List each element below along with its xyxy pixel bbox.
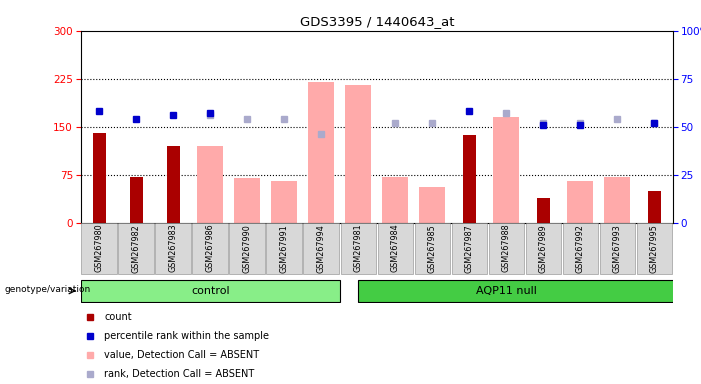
Text: count: count [104, 312, 132, 322]
Bar [167, 146, 179, 223]
FancyBboxPatch shape [563, 223, 598, 274]
FancyBboxPatch shape [341, 223, 376, 274]
Bar [271, 181, 297, 223]
FancyBboxPatch shape [526, 223, 562, 274]
Text: GSM267995: GSM267995 [650, 224, 659, 273]
Bar [308, 82, 334, 223]
Text: GSM267992: GSM267992 [576, 224, 585, 273]
Text: GSM267989: GSM267989 [539, 224, 548, 273]
Text: value, Detection Call = ABSENT: value, Detection Call = ABSENT [104, 350, 259, 360]
Title: GDS3395 / 1440643_at: GDS3395 / 1440643_at [299, 15, 454, 28]
FancyBboxPatch shape [118, 223, 154, 274]
Text: AQP11 null: AQP11 null [476, 286, 537, 296]
FancyBboxPatch shape [451, 223, 487, 274]
FancyBboxPatch shape [414, 223, 450, 274]
Text: GSM267985: GSM267985 [428, 224, 437, 273]
Bar [93, 133, 106, 223]
Bar [537, 199, 550, 223]
FancyBboxPatch shape [229, 223, 265, 274]
Text: GSM267981: GSM267981 [354, 224, 363, 272]
FancyBboxPatch shape [81, 223, 117, 274]
Text: control: control [191, 286, 229, 296]
Text: rank, Detection Call = ABSENT: rank, Detection Call = ABSENT [104, 369, 254, 379]
FancyBboxPatch shape [266, 223, 302, 274]
FancyBboxPatch shape [489, 223, 524, 274]
Text: GSM267991: GSM267991 [280, 224, 289, 273]
Bar [234, 178, 260, 223]
Bar [197, 146, 223, 223]
Text: genotype/variation: genotype/variation [4, 285, 90, 294]
Text: GSM267982: GSM267982 [132, 224, 141, 273]
Text: GSM267984: GSM267984 [390, 224, 400, 272]
Text: percentile rank within the sample: percentile rank within the sample [104, 331, 269, 341]
Text: GSM267980: GSM267980 [95, 224, 104, 272]
Text: GSM267986: GSM267986 [205, 224, 215, 272]
FancyBboxPatch shape [304, 223, 339, 274]
Text: GSM267990: GSM267990 [243, 224, 252, 273]
Text: GSM267983: GSM267983 [169, 224, 177, 272]
Bar [346, 85, 372, 223]
Text: GSM267994: GSM267994 [317, 224, 326, 273]
FancyBboxPatch shape [637, 223, 672, 274]
FancyBboxPatch shape [192, 223, 228, 274]
Text: GSM267987: GSM267987 [465, 224, 474, 273]
Bar [463, 135, 476, 223]
Bar [567, 181, 593, 223]
Text: GSM267993: GSM267993 [613, 224, 622, 273]
Bar [648, 191, 661, 223]
Bar [604, 177, 630, 223]
Bar [494, 117, 519, 223]
FancyBboxPatch shape [599, 223, 635, 274]
FancyBboxPatch shape [378, 223, 413, 274]
FancyBboxPatch shape [81, 280, 340, 302]
Bar [382, 177, 408, 223]
FancyBboxPatch shape [358, 280, 691, 302]
Bar [130, 177, 142, 223]
Text: GSM267988: GSM267988 [502, 224, 511, 272]
FancyBboxPatch shape [156, 223, 191, 274]
Bar [419, 187, 445, 223]
